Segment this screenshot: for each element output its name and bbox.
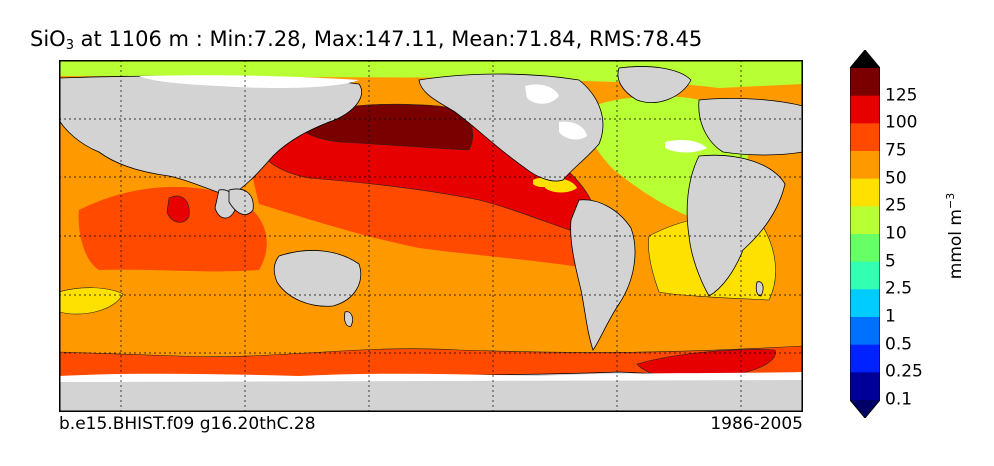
colorbar-tick-label: 2.5 — [885, 278, 913, 299]
colorbar-tick-label: 10 — [885, 223, 907, 244]
year-range: 1986-2005 — [710, 414, 803, 434]
south-indian-yellow — [59, 287, 124, 315]
colorbar-tick-label: 25 — [885, 195, 907, 216]
caribbean — [545, 178, 577, 193]
plot-title: SiO3 at 1106 m : Min:7.28, Max:147.11, M… — [30, 27, 702, 53]
colorbar-tick-label: 5 — [885, 251, 896, 272]
colorbar-swatch — [850, 317, 880, 346]
colorbar-tick-label: 0.25 — [885, 361, 923, 382]
colorbar-tick-label: 75 — [885, 140, 907, 161]
units-text: mmol m — [945, 209, 966, 280]
colorbar-swatch — [850, 372, 880, 401]
title-var: SiO — [30, 27, 66, 51]
greenland — [617, 66, 692, 103]
south-america — [570, 199, 636, 351]
colorbar-tick-label: 0.5 — [885, 334, 913, 355]
southeast-asia — [228, 188, 254, 215]
map-gridlines — [59, 60, 803, 412]
colorbar-swatch — [850, 289, 880, 318]
north-pacific-band — [249, 156, 614, 270]
colorbar-swatch — [850, 206, 880, 235]
colorbar-tick-label: 125 — [885, 85, 918, 106]
hudson-bay — [525, 84, 559, 104]
colorbar — [850, 50, 880, 418]
africa — [686, 154, 786, 297]
arabian-sea-high — [166, 195, 190, 223]
colorbar-tick-label: 0.1 — [885, 389, 913, 410]
colorbar-swatch — [850, 151, 880, 180]
colorbar-swatch — [850, 95, 880, 124]
colorbar-swatch — [850, 68, 880, 97]
case-name: b.e15.BHIST.f09 g16.20thC.28 — [59, 414, 316, 434]
colorbar-units: mmol m−3 — [944, 193, 966, 279]
map-frame — [59, 60, 803, 412]
med-white — [665, 140, 707, 153]
ocean-map — [59, 60, 803, 412]
north-america — [418, 73, 604, 182]
colorbar-tick-label: 50 — [885, 168, 907, 189]
colorbar-swatch — [850, 344, 880, 373]
no-data — [59, 75, 803, 382]
colorbar-swatch — [850, 261, 880, 290]
colorbar-tick-label: 1 — [885, 306, 896, 327]
title-sub: 3 — [65, 38, 74, 53]
colorbar-under-extension — [850, 400, 880, 418]
antarctic-edge-white — [59, 372, 803, 382]
gulf-white — [559, 121, 587, 140]
europe-east — [698, 97, 803, 156]
madagascar — [755, 281, 764, 297]
new-zealand — [344, 311, 353, 327]
arctic-white — [139, 75, 359, 88]
colorbar-swatch — [850, 234, 880, 263]
australia — [273, 250, 361, 307]
title-rest: at 1106 m : Min:7.28, Max:147.11, Mean:7… — [73, 27, 703, 51]
units-exponent: −3 — [944, 192, 958, 209]
colorbar-swatch — [850, 123, 880, 152]
colorbar-tick-label: 100 — [885, 112, 918, 133]
colorbar-swatch — [850, 178, 880, 207]
colorbar-over-extension — [850, 50, 880, 68]
